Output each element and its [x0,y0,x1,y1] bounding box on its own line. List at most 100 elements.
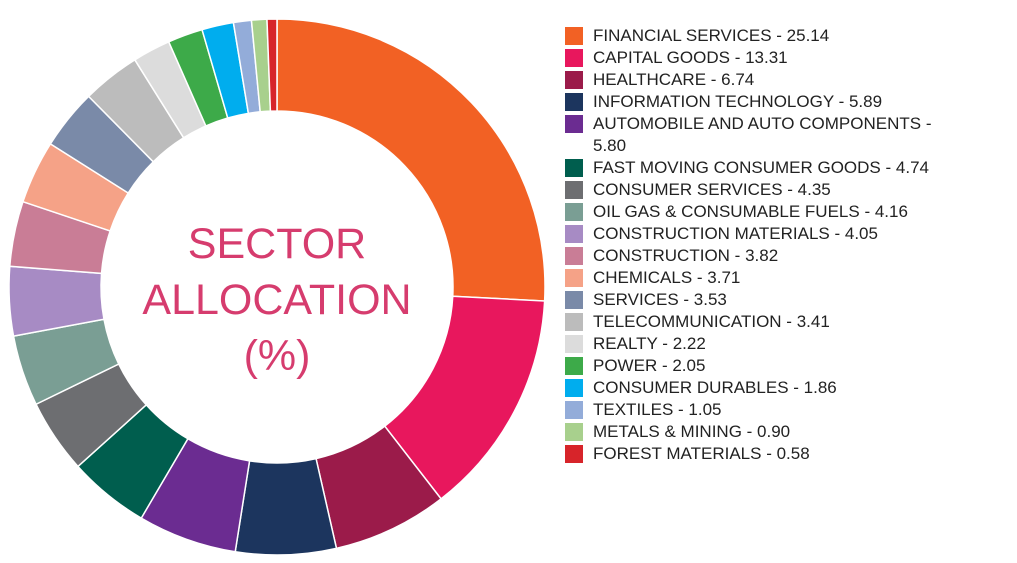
legend-item: CONSTRUCTION - 3.82 [565,245,965,267]
legend-label: TEXTILES [593,400,674,419]
legend-separator: - [829,224,845,243]
legend-swatch [565,357,583,375]
legend-value: 13.31 [745,48,788,67]
legend-separator: - [782,180,798,199]
legend-label: OIL GAS & CONSUMABLE FUELS [593,202,860,221]
legend-item: CAPITAL GOODS - 13.31 [565,47,965,69]
legend-value: 3.53 [693,290,727,309]
legend-swatch [565,335,583,353]
legend-separator: - [657,356,673,375]
legend-swatch [565,401,583,419]
legend-swatch [565,159,583,177]
legend-value: 4.74 [895,158,929,177]
legend-separator: - [781,312,797,331]
legend-label: SERVICES [593,290,679,309]
legend-value: 1.05 [688,400,722,419]
legend-swatch [565,445,583,463]
legend-label: CONSUMER SERVICES [593,180,783,199]
legend-value: 2.05 [672,356,706,375]
legend-swatch [565,269,583,287]
legend-item: AUTOMOBILE AND AUTO COMPONENTS - 5.80 [565,113,965,157]
donut-slice [266,18,278,112]
legend-item: INFORMATION TECHNOLOGY - 5.89 [565,91,965,113]
legend-label: CHEMICALS [593,268,693,287]
legend-swatch [565,291,583,309]
legend-label: METALS & MINING [593,422,742,441]
legend: FINANCIAL SERVICES - 25.14 CAPITAL GOODS … [565,25,965,465]
legend-value: 0.58 [776,444,810,463]
legend-item: FOREST MATERIALS - 0.58 [565,443,965,465]
legend-item: HEALTHCARE - 6.74 [565,69,965,91]
legend-swatch [565,423,583,441]
legend-separator: - [673,400,689,419]
legend-swatch [565,71,583,89]
legend-value: 0.90 [757,422,791,441]
legend-label: CONSUMER DURABLES [593,378,789,397]
legend-swatch [565,181,583,199]
legend-swatch [565,203,583,221]
legend-label: AUTOMOBILE AND AUTO COMPONENTS [593,114,922,133]
legend-value: 2.22 [672,334,706,353]
legend-label: TELECOMMUNICATION [593,312,782,331]
legend-item: CHEMICALS - 3.71 [565,267,965,289]
legend-item: OIL GAS & CONSUMABLE FUELS - 4.16 [565,201,965,223]
legend-separator: - [788,378,804,397]
legend-value: 5.89 [848,92,883,111]
legend-separator: - [921,114,937,133]
legend-separator: - [880,158,896,177]
legend-item: SERVICES - 3.53 [565,289,965,311]
legend-value: 3.41 [796,312,830,331]
legend-swatch [565,93,583,111]
legend-separator: - [741,422,758,441]
legend-item: FAST MOVING CONSUMER GOODS - 4.74 [565,157,965,179]
legend-item: POWER - 2.05 [565,355,965,377]
legend-label: POWER [593,356,658,375]
legend-swatch [565,49,583,67]
legend-swatch [565,27,583,45]
donut-chart [8,18,546,556]
legend-label: HEALTHCARE [593,70,707,89]
legend-item: CONSUMER DURABLES - 1.86 [565,377,965,399]
legend-item: CONSUMER SERVICES - 4.35 [565,179,965,201]
legend-separator: - [833,92,849,111]
legend-item: TELECOMMUNICATION - 3.41 [565,311,965,333]
legend-value: 5.80 [593,136,627,155]
legend-separator: - [859,202,875,221]
legend-item: TEXTILES - 1.05 [565,399,965,421]
legend-value: 3.82 [745,246,779,265]
legend-separator: - [729,48,746,67]
chart-title: SECTOR ALLOCATION (%) [142,220,412,380]
legend-value: 25.14 [786,26,830,45]
legend-label: FAST MOVING CONSUMER GOODS [593,158,881,177]
legend-separator: - [761,444,777,463]
legend-label: REALTY [593,334,658,353]
legend-swatch [565,313,583,331]
legend-swatch [565,247,583,265]
legend-separator: - [657,334,673,353]
legend-label: FOREST MATERIALS [593,444,762,463]
legend-item: FINANCIAL SERVICES - 25.14 [565,25,965,47]
legend-value: 4.16 [874,202,908,221]
legend-item: CONSTRUCTION MATERIALS - 4.05 [565,223,965,245]
legend-separator: - [678,290,694,309]
legend-value: 1.86 [803,378,837,397]
legend-separator: - [692,268,708,287]
legend-label: FINANCIAL SERVICES [593,26,772,45]
legend-label: CAPITAL GOODS [593,48,730,67]
legend-value: 3.71 [707,268,741,287]
legend-value: 4.35 [797,180,831,199]
legend-value: 4.05 [844,224,878,243]
legend-label: INFORMATION TECHNOLOGY [593,92,834,111]
legend-label: CONSTRUCTION [593,246,730,265]
legend-separator: - [706,70,722,89]
legend-separator: - [729,246,746,265]
legend-item: REALTY - 2.22 [565,333,965,355]
donut-slice [276,18,546,302]
legend-item: METALS & MINING - 0.90 [565,421,965,443]
legend-value: 6.74 [721,70,755,89]
legend-label: CONSTRUCTION MATERIALS [593,224,830,243]
legend-swatch [565,115,583,133]
legend-swatch [565,379,583,397]
legend-swatch [565,225,583,243]
